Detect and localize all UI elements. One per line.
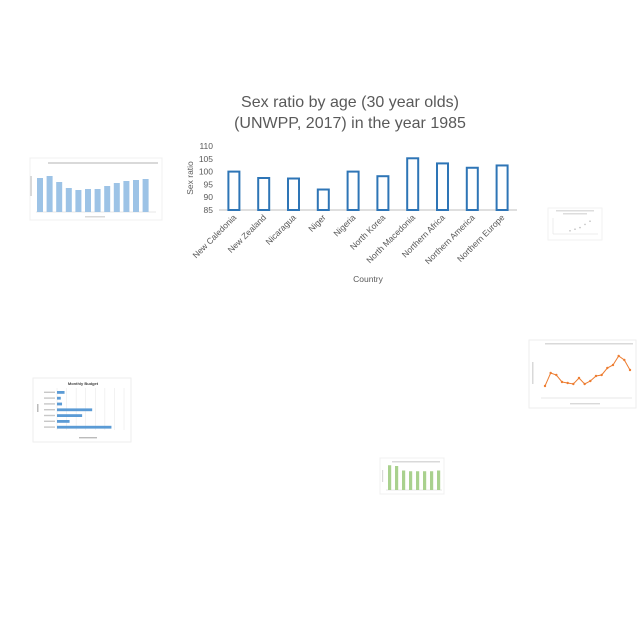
y-axis-title: Sex ratio	[185, 161, 195, 195]
bar-new-zealand	[257, 177, 271, 211]
thumbnail-2-bar	[57, 414, 83, 417]
thumbnail-5-point	[584, 223, 586, 226]
thumbnail-3-point	[543, 384, 547, 388]
thumbnail-3-point	[617, 354, 620, 358]
thumbnail-1-bar	[85, 189, 91, 212]
thumbnail-2-bar	[57, 396, 61, 400]
thumbnail-3-point	[606, 366, 609, 370]
thumbnail-3-series-line	[544, 355, 631, 387]
thumbnail-4-bar	[423, 471, 427, 490]
thumbnail-3-point	[572, 382, 575, 386]
thumbnail-3-point	[594, 374, 598, 378]
thumbnail-2-bar	[57, 408, 93, 412]
thumbnail-1-bar	[123, 181, 130, 212]
y-tick-label: 100	[199, 167, 213, 177]
thumbnail-2-bar	[57, 402, 63, 406]
thumbnail-1-bar	[65, 188, 72, 212]
thumbnail-3-point	[611, 363, 615, 367]
thumbnail-3-point	[623, 358, 626, 362]
thumbnail-3-point	[589, 379, 592, 383]
thumbnail-4-bar	[409, 471, 413, 490]
thumbnail-1-bar	[46, 176, 53, 212]
thumbnail-1-bar	[142, 179, 149, 212]
thumbnail-3-point	[628, 368, 632, 372]
thumbnail-3-point	[555, 373, 558, 377]
thumbnail-3-point	[600, 373, 603, 377]
thumbnail-1-bar	[94, 189, 101, 212]
thumbnail-5-point	[589, 220, 591, 222]
thumbnail-1-bar	[37, 178, 43, 212]
chart-title-line2: (UNWPP, 2017) in the year 1985	[234, 115, 466, 132]
bar-north-macedonia	[406, 157, 420, 211]
thumbnail-1-bar	[133, 180, 139, 212]
thumbnail-4-bar	[402, 470, 406, 490]
thumbnail-3-point	[577, 376, 581, 380]
thumbnail-3-point	[549, 371, 552, 375]
thumbnail-5-point	[579, 226, 581, 229]
thumbnail-1-bar	[104, 186, 111, 212]
y-tick-label: 90	[204, 192, 214, 202]
bar-northern-america	[465, 166, 479, 211]
bar-northern-europe	[495, 164, 509, 211]
thumbnail-4-bar	[395, 466, 399, 490]
thumbnail-5-point	[574, 228, 576, 230]
bar-northern-africa	[436, 162, 449, 212]
thumbnail-1-bar	[56, 182, 63, 212]
y-tick-label: 95	[204, 179, 214, 189]
bar-new-caledonia	[227, 170, 241, 212]
thumbnail-3-point	[566, 381, 569, 385]
thumbnail-4-bar	[430, 471, 434, 490]
thumbnail-monthly-budget-title: Monthly Budget	[68, 381, 99, 386]
thumbnail-2-bar	[57, 425, 112, 429]
thumbnail-5-point	[569, 230, 571, 232]
bar-niger	[316, 188, 330, 212]
y-tick-label: 110	[199, 141, 213, 151]
bar-nigeria	[346, 170, 360, 212]
thumbnail-3-point	[583, 382, 586, 386]
y-tick-label: 105	[199, 154, 213, 164]
thumbnail-3-point	[560, 380, 564, 384]
y-tick-label: 85	[204, 205, 214, 215]
thumbnail-1-bar	[113, 183, 120, 212]
thumbnail-4-bar	[388, 465, 392, 490]
chart-title-line1: Sex ratio by age (30 year olds)	[241, 94, 459, 111]
thumbnail-1-bar	[75, 190, 82, 212]
thumbnail-4-bar	[437, 470, 441, 490]
thumbnail-2-bar	[57, 420, 70, 423]
x-axis-title: Country	[353, 274, 384, 284]
thumbnail-4-bar	[416, 471, 420, 490]
bar-north-korea	[376, 175, 390, 211]
thumbnail-2-bar	[57, 391, 65, 394]
bar-nicaragua	[287, 177, 300, 211]
